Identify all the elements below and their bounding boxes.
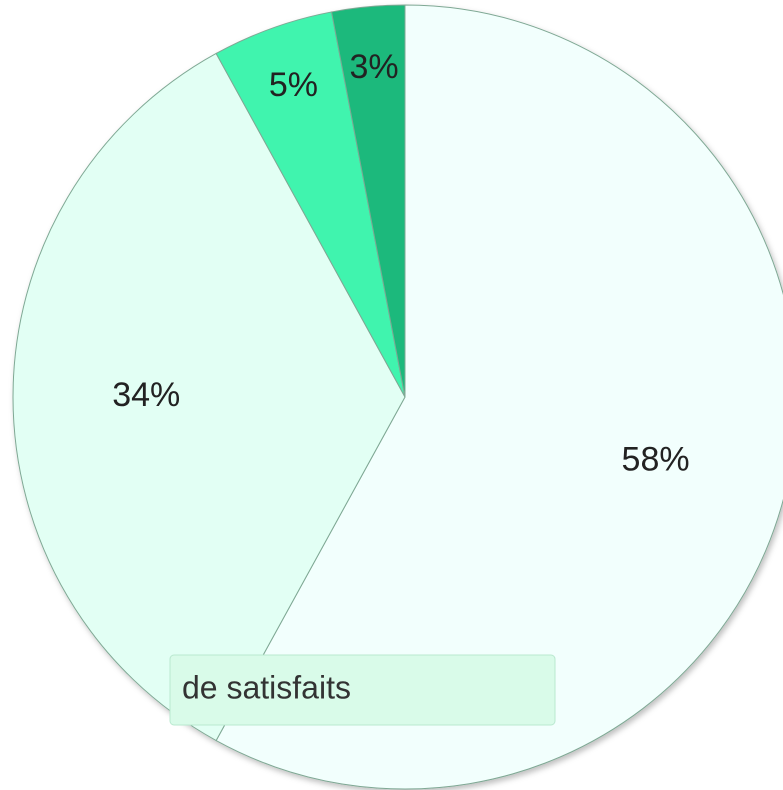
data-label: 5% [269,66,318,104]
legend-box [169,654,556,726]
legend: de satisfaits [169,654,556,726]
data-label: 58% [622,440,690,478]
data-label: 3% [349,48,398,86]
pie-slice [12,52,406,742]
legend-label: de satisfaits [182,669,351,705]
data-label: 34% [112,376,180,414]
pie-slice [330,4,406,398]
pie-slice [215,4,783,790]
